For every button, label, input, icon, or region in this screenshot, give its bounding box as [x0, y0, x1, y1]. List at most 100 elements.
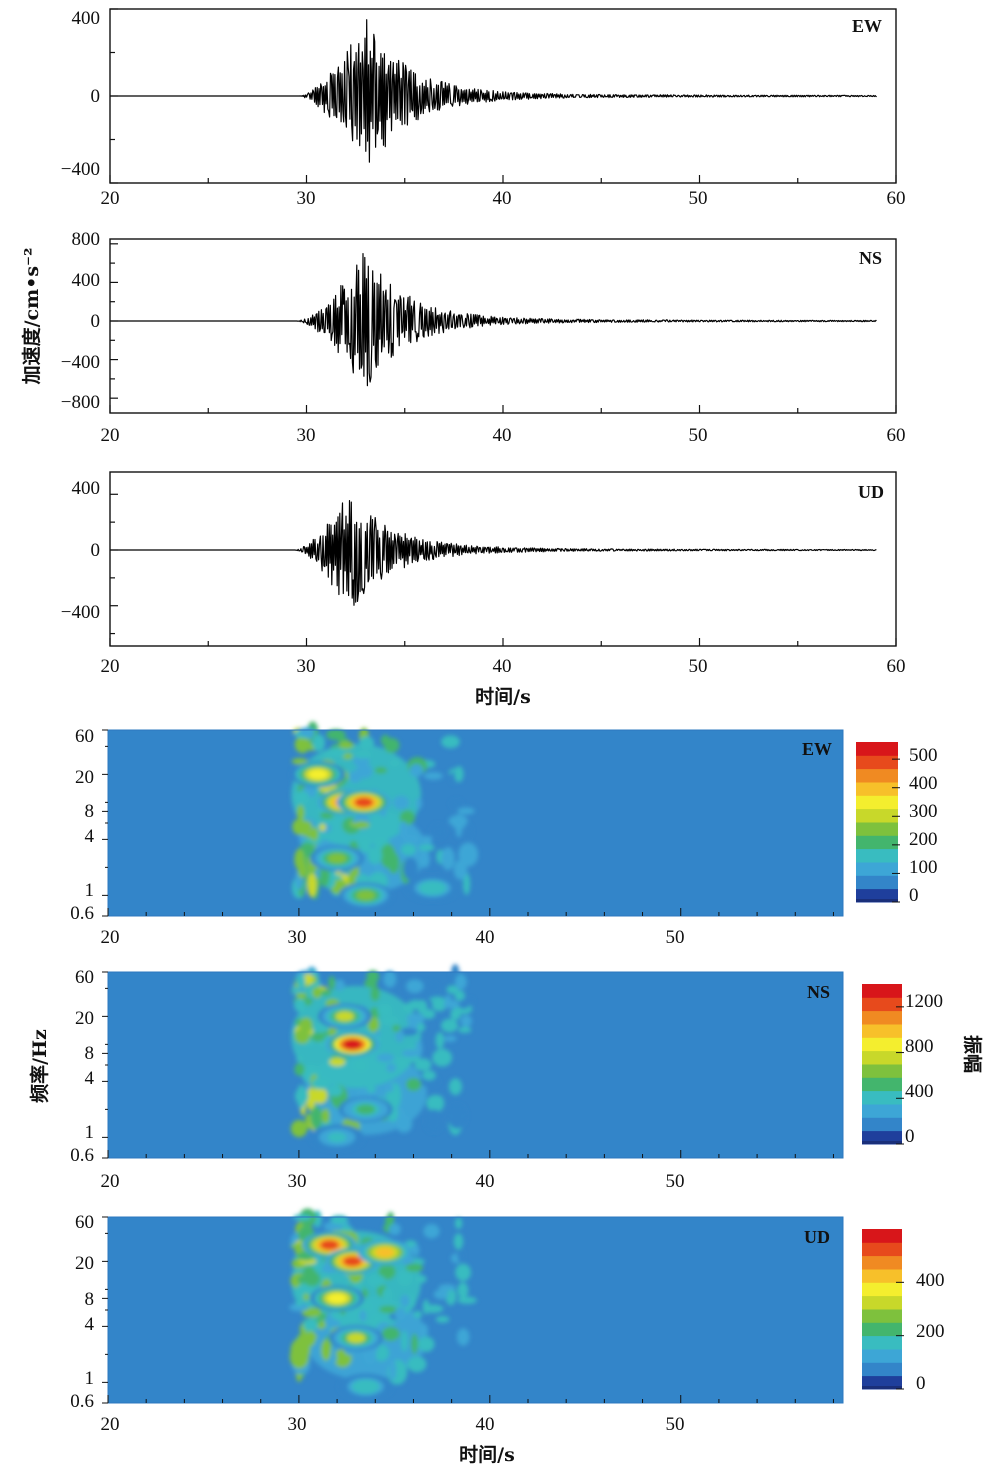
spectrogram-energy	[289, 1208, 477, 1400]
energy-speckle	[326, 729, 346, 741]
waveform-y-axis-label: 加速度/cm•s⁻²	[20, 248, 43, 386]
energy-speckle	[455, 1217, 463, 1230]
colorbar-segment	[862, 1050, 902, 1065]
energy-speckle	[458, 842, 479, 867]
energy-speckle	[380, 844, 396, 869]
ew-time-tick-label: 40	[476, 927, 495, 948]
energy-speckle	[327, 747, 346, 758]
ud-y-tick-label: 400	[72, 478, 101, 499]
ud-frequency-tick-label: 4	[85, 1314, 95, 1335]
ud-frequency-tick-label: 1	[85, 1368, 95, 1389]
energy-speckle	[417, 1022, 426, 1032]
energy-speckle	[382, 1287, 393, 1302]
energy-speckle	[334, 979, 345, 991]
ew-tick-marks	[109, 8, 897, 184]
energy-speckle	[296, 1055, 303, 1063]
energy-speckle	[425, 1109, 443, 1133]
ud-colorbar	[862, 1229, 904, 1390]
ud-frequency-tick-label: 0.6	[70, 1391, 94, 1412]
ew-time-tick-label: 30	[288, 927, 307, 948]
energy-speckle	[374, 767, 388, 774]
energy-speckle	[457, 1282, 469, 1299]
energy-speckle	[463, 872, 471, 895]
colorbar-base	[862, 1386, 902, 1389]
energy-speckle	[312, 1087, 328, 1104]
energy-speckle	[294, 790, 310, 805]
energy-speckle	[444, 995, 452, 1004]
energy-speckle	[400, 1294, 410, 1308]
energy-speckle	[371, 1314, 382, 1324]
energy-speckle	[453, 1233, 464, 1250]
energy-speckle	[384, 1083, 394, 1093]
energy-speckle	[327, 1085, 343, 1097]
energy-speckle	[301, 1307, 321, 1318]
ew-frequency-tick-label: 4	[85, 826, 95, 847]
ud-x-tick-label: 20	[101, 656, 120, 677]
spectrogram-x-axis-label: 时间/s	[459, 1444, 515, 1466]
energy-speckle	[421, 835, 433, 843]
ud-time-tick-label: 40	[476, 1414, 495, 1435]
energy-speckle	[433, 1289, 449, 1300]
energy-speckle	[395, 1029, 404, 1043]
ew-colorbar-tick-label: 500	[909, 745, 938, 766]
energy-speckle	[456, 1328, 470, 1346]
energy-speckle	[294, 998, 306, 1013]
ns-y-tick-label: −800	[61, 392, 100, 413]
ud-tick-marks	[109, 493, 897, 646]
ud-x-tick-label: 30	[297, 656, 316, 677]
ew-frequency-tick-label: 0.6	[70, 903, 94, 924]
energy-speckle	[401, 843, 416, 856]
energy-hotspot	[375, 1247, 395, 1258]
colorbar-segment	[862, 1362, 902, 1377]
energy-speckle	[423, 1304, 444, 1314]
energy-speckle	[296, 804, 305, 821]
colorbar-segment	[862, 984, 902, 998]
spectrogram-background	[108, 730, 843, 916]
energy-speckle	[378, 1263, 396, 1280]
energy-speckle	[449, 1078, 462, 1096]
energy-hotspot	[327, 853, 347, 864]
energy-speckle	[401, 1049, 419, 1058]
colorbar-segment	[862, 1269, 902, 1283]
colorbar-segment	[862, 1010, 902, 1025]
ns-y-tick-label: 400	[72, 270, 101, 291]
colorbar-segment	[862, 1229, 902, 1243]
energy-speckle	[381, 1326, 400, 1341]
spectrogram-background	[108, 1217, 843, 1403]
energy-speckle	[454, 990, 465, 1001]
waveform-panel-ud: UD 400 0 −400 20 30 40 50 60 时间/s	[61, 471, 906, 708]
ns-y-tick-label: 0	[91, 311, 101, 332]
colorbar-base	[856, 899, 898, 902]
ns-spectrogram-heatmap	[108, 964, 843, 1158]
ud-x-tick-label: 40	[493, 656, 512, 677]
ud-plot-frame	[109, 471, 897, 647]
energy-speckle	[295, 1299, 302, 1307]
energy-speckle	[450, 799, 463, 809]
energy-speckle	[457, 1248, 464, 1263]
colorbar-segment	[862, 1064, 902, 1078]
colorbar-segment	[862, 1024, 902, 1038]
ns-y-tick-label: 800	[72, 229, 101, 250]
energy-speckle	[303, 1293, 310, 1301]
ud-frequency-tick-label: 60	[75, 1212, 94, 1233]
energy-speckle	[413, 1310, 423, 1319]
ns-colorbar-tick-label: 400	[905, 1081, 934, 1102]
ns-x-tick-label: 30	[297, 425, 316, 446]
energy-speckle	[399, 821, 408, 839]
ns-frequency-tick-label: 8	[85, 1043, 95, 1064]
energy-speckle	[321, 1108, 330, 1124]
ns-frequency-tick-label: 0.6	[70, 1145, 94, 1166]
energy-speckle	[396, 1269, 413, 1287]
energy-speckle	[403, 834, 419, 844]
ns-time-tick-label: 20	[101, 1171, 120, 1192]
energy-speckle	[387, 1211, 394, 1226]
energy-speckle	[432, 1048, 453, 1067]
colorbar-segment	[856, 848, 898, 863]
spectrogram-panel-ud: UD 60 20 8 4 1 0.6 20 30 40 50 时间/s 400 …	[70, 1208, 945, 1466]
ew-acceleration-trace	[110, 19, 877, 163]
energy-speckle	[406, 1013, 425, 1025]
energy-speckle	[457, 807, 475, 815]
energy-hotspot	[335, 1011, 355, 1022]
energy-hotspot	[354, 797, 374, 808]
ud-spectrogram-heatmap	[108, 1208, 843, 1403]
